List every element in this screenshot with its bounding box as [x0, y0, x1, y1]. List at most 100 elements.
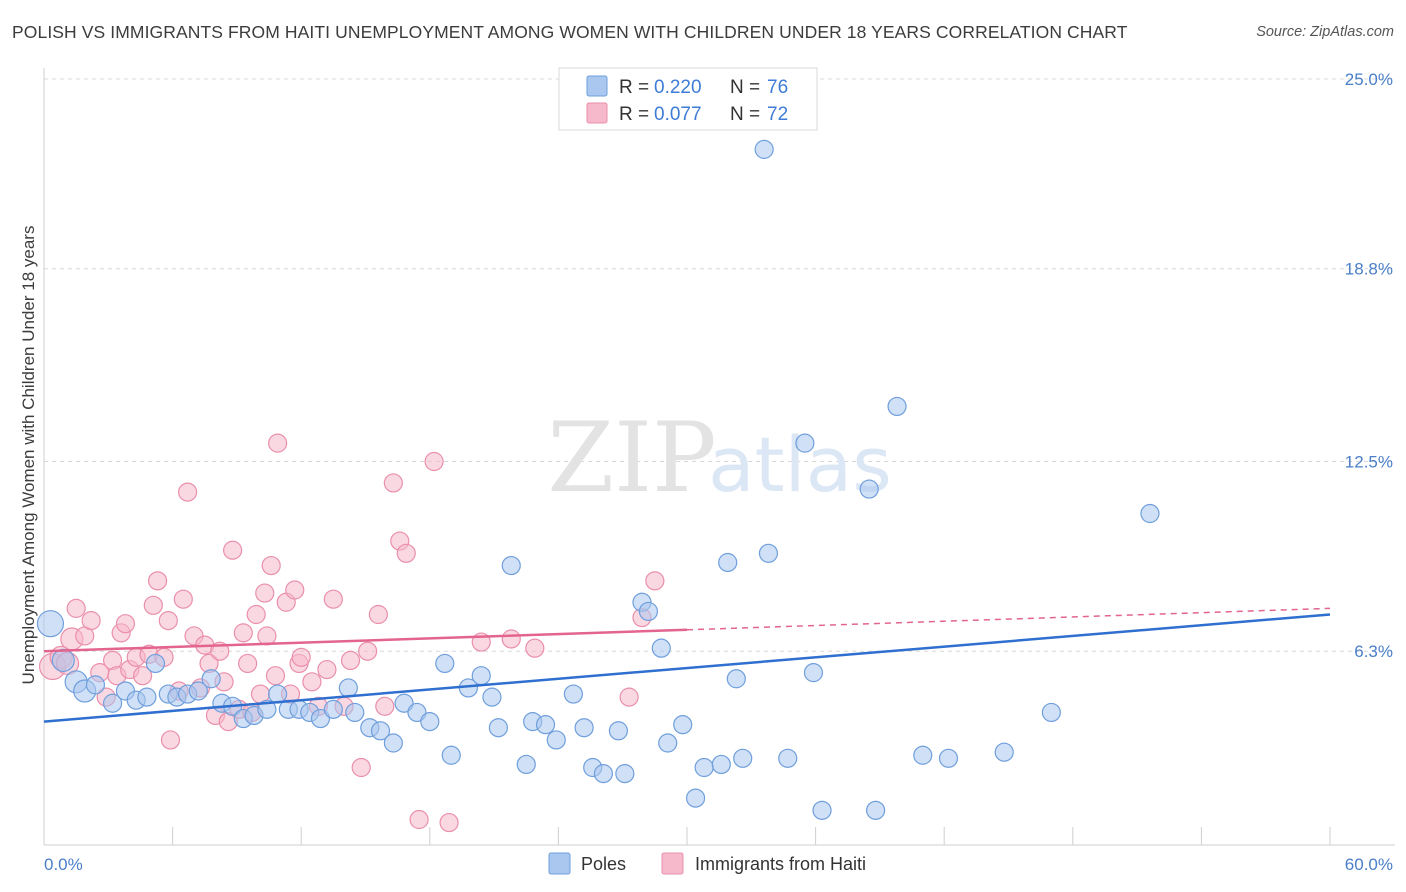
- poles-point: [651, 638, 671, 658]
- y-tick-label: 25.0%: [1345, 70, 1393, 89]
- poles-point: [51, 648, 75, 673]
- haiti-point: [268, 433, 288, 453]
- haiti-point: [143, 595, 163, 615]
- y-tick-label: 18.8%: [1345, 260, 1393, 279]
- poles-point: [488, 718, 508, 738]
- poles-point: [1041, 702, 1061, 723]
- bottom-legend-swatch-haiti: [661, 852, 684, 875]
- poles-point: [85, 675, 106, 695]
- poles-point: [615, 764, 635, 784]
- haiti-point: [178, 482, 198, 502]
- haiti-point: [158, 611, 178, 631]
- poles-points: [36, 139, 1160, 820]
- haiti-point: [358, 641, 378, 661]
- haiti-point: [302, 672, 322, 692]
- poles-point: [471, 666, 491, 686]
- poles-point: [913, 745, 933, 765]
- haiti-point: [265, 666, 286, 686]
- poles-point: [563, 684, 584, 704]
- poles-point: [323, 699, 343, 719]
- haiti-point: [368, 604, 388, 625]
- poles-point: [345, 702, 365, 723]
- series-legend: Poles Immigrants from Haiti: [548, 852, 866, 875]
- haiti-point: [173, 589, 193, 609]
- poles-point: [673, 715, 693, 735]
- haiti-point: [66, 598, 86, 618]
- trend-lines: [43, 607, 1331, 723]
- poles-point: [370, 721, 391, 741]
- haiti-point: [375, 696, 395, 716]
- bottom-legend-haiti: Immigrants from Haiti: [695, 854, 866, 874]
- poles-point: [574, 718, 594, 738]
- poles-trend-line: [43, 613, 1331, 723]
- legend-n-value-haiti: 72: [767, 104, 788, 125]
- poles-point: [501, 555, 521, 576]
- haiti-point: [246, 604, 266, 625]
- watermark-zip: ZIP: [547, 402, 716, 514]
- poles-point: [733, 748, 753, 768]
- poles-point: [938, 748, 959, 768]
- haiti-point: [147, 571, 168, 591]
- source-label: Source: ZipAtlas.com: [1256, 24, 1394, 40]
- haiti-point: [238, 653, 258, 674]
- poles-point: [435, 653, 455, 674]
- haiti-point: [223, 540, 243, 560]
- axes: [43, 68, 1395, 846]
- poles-point: [754, 139, 774, 159]
- haiti-point: [317, 659, 337, 680]
- poles-point: [694, 757, 714, 778]
- poles-point: [268, 684, 288, 704]
- legend-n-value-poles: 76: [767, 77, 788, 98]
- poles-point: [257, 699, 277, 719]
- haiti-point: [255, 583, 275, 603]
- haiti-point: [525, 638, 545, 658]
- poles-point: [383, 733, 403, 753]
- legend-swatch-haiti: [586, 102, 608, 124]
- chart-title: POLISH VS IMMIGRANTS FROM HAITI UNEMPLOY…: [12, 22, 1128, 42]
- poles-point: [137, 687, 157, 707]
- watermark: ZIP atlas: [547, 402, 891, 514]
- y-axis-title: Unemployment Among Women with Children U…: [19, 226, 38, 685]
- poles-point: [516, 754, 536, 775]
- poles-point: [546, 730, 566, 750]
- haiti-point: [340, 650, 361, 671]
- haiti-point: [291, 647, 311, 667]
- poles-point: [859, 479, 879, 499]
- poles-point: [102, 693, 123, 713]
- haiti-point: [501, 629, 521, 649]
- bottom-legend-swatch-poles: [548, 852, 571, 875]
- legend-r-value-poles: 0.220: [654, 77, 702, 98]
- haiti-point: [439, 812, 459, 833]
- poles-point: [36, 610, 65, 638]
- poles-point: [441, 745, 461, 765]
- poles-point: [658, 733, 678, 753]
- poles-point: [420, 711, 440, 732]
- poles-point: [866, 800, 886, 820]
- haiti-point: [424, 451, 444, 472]
- haiti-point: [383, 473, 403, 493]
- poles-point: [638, 601, 659, 622]
- poles-point: [482, 687, 502, 707]
- legend-r-value-haiti: 0.077: [654, 104, 702, 125]
- legend-swatch-poles: [586, 75, 608, 97]
- poles-point: [758, 543, 779, 563]
- poles-point: [593, 764, 614, 784]
- haiti-point: [233, 623, 253, 643]
- haiti-point: [132, 666, 153, 686]
- poles-point: [994, 742, 1014, 762]
- haiti-point: [261, 555, 281, 576]
- poles-point: [1140, 503, 1160, 524]
- x-tick-labels: 0.0% 60.0%: [44, 855, 1393, 874]
- haiti-point: [409, 809, 429, 830]
- poles-point: [145, 653, 166, 674]
- poles-point: [718, 552, 738, 573]
- poles-point: [795, 433, 815, 453]
- bottom-legend-poles: Poles: [581, 854, 626, 874]
- haiti-point: [115, 614, 136, 634]
- haiti-point: [351, 757, 371, 778]
- poles-point: [726, 669, 746, 689]
- legend-n-label-haiti: N =: [730, 104, 760, 125]
- x-tick-label: 60.0%: [1345, 855, 1393, 874]
- haiti-point: [257, 626, 277, 646]
